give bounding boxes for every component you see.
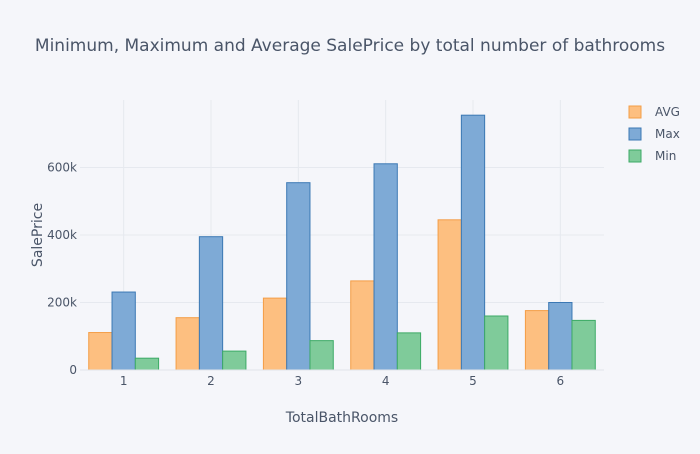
x-tick-label: 4 (382, 374, 390, 388)
bar-min-2[interactable] (222, 350, 247, 371)
legend-swatch (628, 127, 642, 141)
bar-min-1[interactable] (134, 357, 160, 371)
y-axis-title: SalePrice (30, 203, 46, 267)
bar-max-5[interactable] (460, 114, 486, 371)
legend[interactable]: AVG Max Min (628, 105, 680, 163)
bar-min-4[interactable] (396, 332, 422, 371)
bar-avg-5[interactable] (437, 219, 462, 371)
legend-swatch (628, 149, 642, 163)
x-tick-label: 3 (295, 374, 303, 388)
bar-avg-4[interactable] (350, 280, 375, 371)
bar-max-4[interactable] (373, 163, 398, 371)
x-tick-label: 5 (469, 374, 477, 388)
x-tick-label: 6 (557, 374, 565, 388)
y-tick-label: 600k (47, 161, 77, 175)
bar-avg-3[interactable] (262, 297, 288, 371)
bar-avg-1[interactable] (88, 332, 113, 371)
bar-max-1[interactable] (111, 291, 136, 371)
bar-min-5[interactable] (484, 315, 509, 371)
legend-item-min[interactable]: Min (628, 149, 676, 163)
y-tick-label: 400k (47, 228, 77, 242)
bar-max-3[interactable] (286, 182, 311, 371)
bar-avg-6[interactable] (524, 310, 550, 371)
axes: 0 200k 400k 600k 1 2 3 4 5 6 (47, 161, 604, 388)
legend-item-max[interactable]: Max (628, 127, 680, 141)
legend-item-avg[interactable]: AVG (628, 105, 680, 119)
legend-label: AVG (655, 105, 680, 119)
x-tick-label: 1 (120, 374, 128, 388)
legend-label: Min (655, 149, 676, 163)
bars (88, 114, 596, 371)
bar-avg-2[interactable] (175, 317, 200, 371)
x-tick-label: 2 (207, 374, 215, 388)
chart-title: Minimum, Maximum and Average SalePrice b… (35, 36, 665, 56)
legend-swatch (628, 105, 642, 119)
bar-max-2[interactable] (198, 236, 224, 371)
y-tick-label: 0 (69, 363, 77, 377)
bar-min-3[interactable] (309, 340, 334, 371)
bar-max-6[interactable] (548, 302, 573, 371)
y-tick-label: 200k (47, 296, 77, 310)
x-axis-title: TotalBathRooms (285, 410, 398, 426)
bar-min-6[interactable] (571, 319, 596, 371)
legend-label: Max (655, 127, 680, 141)
